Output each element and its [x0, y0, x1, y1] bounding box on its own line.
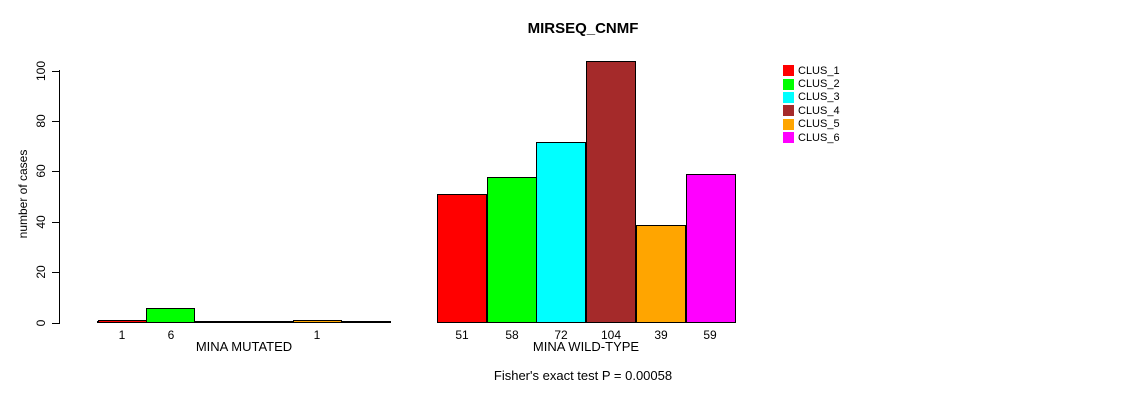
y-tick	[52, 222, 60, 223]
bar-value-label: 104	[600, 328, 622, 342]
legend: CLUS_1 CLUS_2 CLUS_3 CLUS_4 CLUS_5 CLUS_6	[783, 64, 840, 144]
bar-value-label: 1	[118, 328, 126, 342]
bar-clus-2-wild-type	[487, 177, 537, 323]
y-tick	[52, 121, 60, 122]
fisher-test-annotation: Fisher's exact test P = 0.00058	[493, 368, 673, 383]
y-axis-label: number of cases	[16, 149, 30, 239]
legend-item: CLUS_6	[783, 131, 840, 144]
y-tick	[52, 71, 60, 72]
legend-swatch-clus-2	[783, 78, 794, 90]
bar-clus-4-wild-type	[586, 61, 636, 323]
legend-swatch-clus-3	[783, 91, 794, 103]
group-label-mina-wild-type: MINA WILD-TYPE	[532, 339, 640, 354]
bar-clus-1-wild-type	[437, 194, 487, 323]
x-baseline-mutated	[97, 321, 391, 323]
bar-value-label: 1	[313, 328, 321, 342]
bar-value-label: 59	[703, 328, 717, 342]
legend-item: CLUS_4	[783, 104, 840, 117]
bar-value-label: 72	[554, 328, 568, 342]
legend-item-label: CLUS_2	[798, 78, 840, 91]
bar-clus-3-wild-type	[536, 142, 586, 323]
y-tick-label: 0	[34, 319, 48, 327]
y-tick	[52, 171, 60, 172]
y-tick-label: 100	[34, 60, 48, 82]
bar-value-label: 6	[167, 328, 175, 342]
legend-swatch-clus-4	[783, 105, 794, 117]
legend-item: CLUS_1	[783, 64, 840, 77]
y-tick	[52, 323, 60, 324]
legend-item-label: CLUS_5	[798, 118, 840, 131]
legend-swatch-clus-1	[783, 65, 794, 77]
legend-item-label: CLUS_1	[798, 64, 840, 77]
legend-item-label: CLUS_6	[798, 131, 840, 144]
y-tick-label: 40	[34, 215, 48, 229]
chart-title: MIRSEQ_CNMF	[527, 20, 639, 37]
bar-value-label: 58	[505, 328, 519, 342]
group-label-mina-mutated: MINA MUTATED	[195, 339, 293, 354]
legend-item: CLUS_3	[783, 91, 840, 104]
bar-value-label: 51	[455, 328, 469, 342]
legend-item: CLUS_2	[783, 77, 840, 90]
y-tick-label: 20	[34, 265, 48, 279]
bar-clus-2-mutated	[146, 308, 195, 323]
legend-swatch-clus-6	[783, 132, 794, 144]
legend-item: CLUS_5	[783, 118, 840, 131]
legend-item-label: CLUS_4	[798, 104, 840, 117]
legend-item-label: CLUS_3	[798, 91, 840, 104]
y-tick-label: 60	[34, 164, 48, 178]
bar-clus-6-wild-type	[686, 174, 736, 323]
y-tick-label: 80	[34, 114, 48, 128]
y-tick	[52, 272, 60, 273]
y-axis-line	[59, 70, 60, 323]
bar-clus-5-wild-type	[636, 225, 686, 323]
bar-clus-5-mutated	[293, 320, 342, 323]
legend-swatch-clus-5	[783, 118, 794, 130]
bar-clus-1-mutated	[98, 320, 147, 323]
bar-value-label: 39	[654, 328, 668, 342]
